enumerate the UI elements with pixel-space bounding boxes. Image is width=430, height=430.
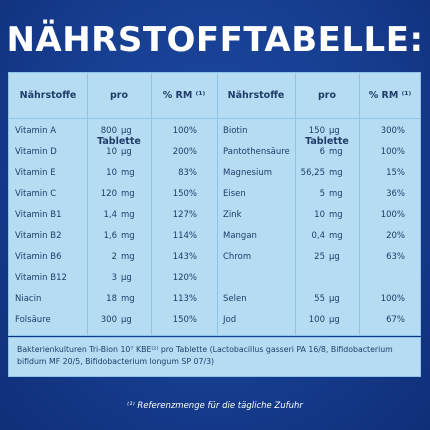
nutrient-rm-percent: 200%: [172, 147, 197, 157]
nutrient-rm-percent: 114%: [172, 231, 197, 241]
nutrient-amount: 10: [314, 210, 325, 220]
nutrient-unit: mg: [329, 189, 343, 199]
nutrient-unit: mg: [121, 231, 135, 241]
nutrient-rm-percent: 127%: [172, 210, 197, 220]
nutrient-table: Nährstoffe pro Tablette % RM ⁽¹⁾ Nährsto…: [8, 72, 421, 336]
nutrient-rm-percent: 150%: [172, 315, 197, 325]
nutrient-amount: 1,6: [103, 231, 117, 241]
nutrient-rm-percent: 150%: [172, 189, 197, 199]
nutrient-name: Vitamin B12: [15, 273, 67, 283]
nutrient-name: Zink: [223, 210, 242, 220]
nutrient-name: Pantothensäure: [223, 147, 290, 157]
nutrient-unit: µg: [329, 126, 340, 136]
nutrient-amount: 1,4: [103, 210, 117, 220]
nutrient-rm-percent: 120%: [172, 273, 197, 283]
nutrient-name: Selen: [223, 294, 247, 304]
nutrient-rm-percent: 143%: [172, 252, 197, 262]
nutrient-unit: mg: [121, 252, 135, 262]
nutrient-unit: mg: [121, 210, 135, 220]
nutrient-rm-percent: 300%: [380, 126, 405, 136]
nutrient-amount: 0,4: [311, 231, 325, 241]
nutrient-amount: 800: [100, 126, 117, 136]
header-pro-tablette-left: pro Tablette: [97, 90, 141, 147]
column-divider: [217, 73, 218, 335]
nutrient-name: Mangan: [223, 231, 257, 241]
column-divider: [295, 73, 296, 335]
nutrient-rm-percent: 100%: [172, 126, 197, 136]
nutrient-unit: mg: [121, 294, 135, 304]
nutrient-unit: mg: [329, 231, 343, 241]
nutrient-name: Vitamin A: [15, 126, 57, 136]
column-divider: [359, 73, 360, 335]
nutrient-amount: 10: [106, 168, 117, 178]
nutrient-amount: 5: [319, 189, 325, 199]
nutrient-name: Magnesium: [223, 168, 273, 178]
nutrient-amount: 56,25: [300, 168, 325, 178]
nutrient-amount: 120: [100, 189, 117, 199]
nutrient-amount: 150: [308, 126, 325, 136]
nutrient-name: Chrom: [223, 252, 252, 262]
nutrient-rm-percent: 36%: [386, 189, 405, 199]
nutrient-unit: µg: [329, 294, 340, 304]
nutrient-rm-percent: 67%: [386, 315, 405, 325]
nutrient-name: Jod: [223, 315, 237, 325]
nutrient-name: Vitamin B6: [15, 252, 62, 262]
nutrient-name: Vitamin B2: [15, 231, 62, 241]
nutrient-unit: µg: [121, 126, 132, 136]
nutrient-name: Vitamin C: [15, 189, 57, 199]
nutrient-unit: mg: [329, 168, 343, 178]
bacteria-note: Bakterienkulturen Tri-Bion 10⁷ KBE⁽²⁾ pr…: [8, 337, 421, 377]
header-rm-left: % RM ⁽¹⁾: [162, 90, 206, 101]
nutrient-amount: 10: [106, 147, 117, 157]
page-title: NÄHRSTOFFTABELLE:: [6, 20, 424, 60]
nutrient-amount: 300: [100, 315, 117, 325]
nutrient-rm-percent: 100%: [380, 210, 405, 220]
nutrient-name: Vitamin D: [15, 147, 57, 157]
header-naehrstoffe-right: Nährstoffe: [227, 90, 285, 101]
nutrient-unit: µg: [121, 273, 132, 283]
nutrient-amount: 100: [308, 315, 325, 325]
nutrient-rm-percent: 20%: [386, 231, 405, 241]
reference-footnote: ⁽¹⁾ Referenzmenge für die tägliche Zufuh…: [127, 401, 303, 411]
nutrient-amount: 18: [106, 294, 117, 304]
nutrient-amount: 2: [111, 252, 117, 262]
nutrient-name: Eisen: [223, 189, 246, 199]
nutrient-name: Niacin: [15, 294, 42, 304]
header-naehrstoffe-left: Nährstoffe: [19, 90, 77, 101]
header-pro-tablette-right: pro Tablette: [305, 90, 349, 147]
nutrient-unit: mg: [121, 168, 135, 178]
nutrient-rm-percent: 100%: [380, 147, 405, 157]
nutrient-unit: mg: [329, 210, 343, 220]
nutrient-rm-percent: 63%: [386, 252, 405, 262]
nutrient-rm-percent: 83%: [178, 168, 197, 178]
nutrient-name: Vitamin E: [15, 168, 56, 178]
nutrient-unit: µg: [121, 315, 132, 325]
nutrient-name: Biotin: [223, 126, 248, 136]
nutrient-amount: 25: [314, 252, 325, 262]
nutrient-amount: 6: [319, 147, 325, 157]
nutrient-amount: 55: [314, 294, 325, 304]
nutrient-amount: 3: [111, 273, 117, 283]
nutrient-unit: mg: [121, 189, 135, 199]
nutrient-rm-percent: 100%: [380, 294, 405, 304]
nutrient-unit: µg: [121, 147, 132, 157]
column-divider: [87, 73, 88, 335]
nutrient-unit: µg: [329, 252, 340, 262]
nutrient-rm-percent: 15%: [386, 168, 405, 178]
header-divider: [9, 118, 420, 119]
nutrient-unit: µg: [329, 315, 340, 325]
nutrient-name: Vitamin B1: [15, 210, 62, 220]
nutrient-unit: mg: [329, 147, 343, 157]
nutrient-rm-percent: 113%: [172, 294, 197, 304]
nutrient-name: Folsäure: [15, 315, 51, 325]
column-divider: [151, 73, 152, 335]
table-header-row: Nährstoffe pro Tablette % RM ⁽¹⁾ Nährsto…: [9, 73, 420, 147]
header-rm-right: % RM ⁽¹⁾: [368, 90, 412, 101]
